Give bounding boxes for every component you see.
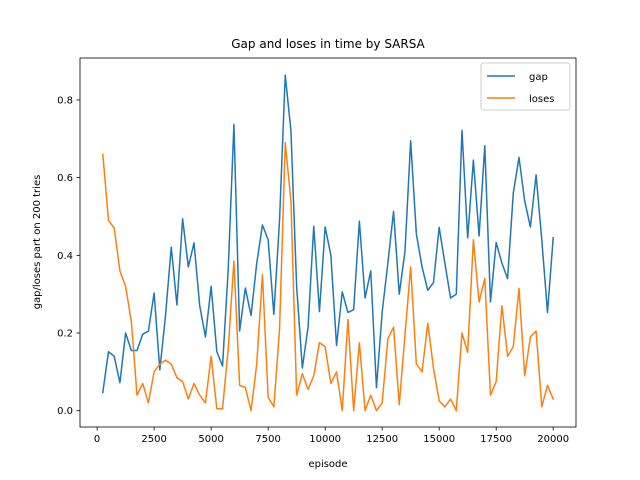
x-tick-label: 10000: [309, 434, 341, 445]
legend-label-gap: gap: [529, 72, 548, 83]
axes-frame: [79, 57, 577, 428]
x-tick-label: 7500: [255, 434, 280, 445]
x-tick-label: 5000: [198, 434, 223, 445]
legend-box: [480, 62, 571, 111]
legend: gap loses: [480, 62, 571, 111]
y-axis-label: gap/loses part on 200 tries: [32, 175, 43, 310]
x-axis-label: episode: [308, 459, 347, 470]
x-tick-label: 15000: [423, 434, 455, 445]
series-line-loses: [101, 141, 555, 412]
y-tick-label: 0.8: [57, 95, 73, 106]
y-tick-label: 0.2: [57, 329, 73, 340]
y-tick-label: 0.4: [57, 251, 73, 262]
x-tick-label: 17500: [480, 434, 512, 445]
y-tick-label: 0.6: [57, 173, 73, 184]
x-tick-label: 2500: [141, 434, 166, 445]
legend-label-loses: loses: [529, 94, 554, 105]
series-line-gap: [101, 74, 555, 394]
plot-area: 0 2500 5000 7500 10000 12500 15000 17500 20000 0.…: [57, 57, 577, 445]
chart-title: Gap and loses in time by SARSA: [231, 37, 425, 51]
y-tick-label: 0.0: [57, 406, 73, 417]
x-tick-label: 12500: [366, 434, 398, 445]
x-tick-label: 20000: [537, 434, 569, 445]
x-tick-label: 0: [94, 434, 100, 445]
